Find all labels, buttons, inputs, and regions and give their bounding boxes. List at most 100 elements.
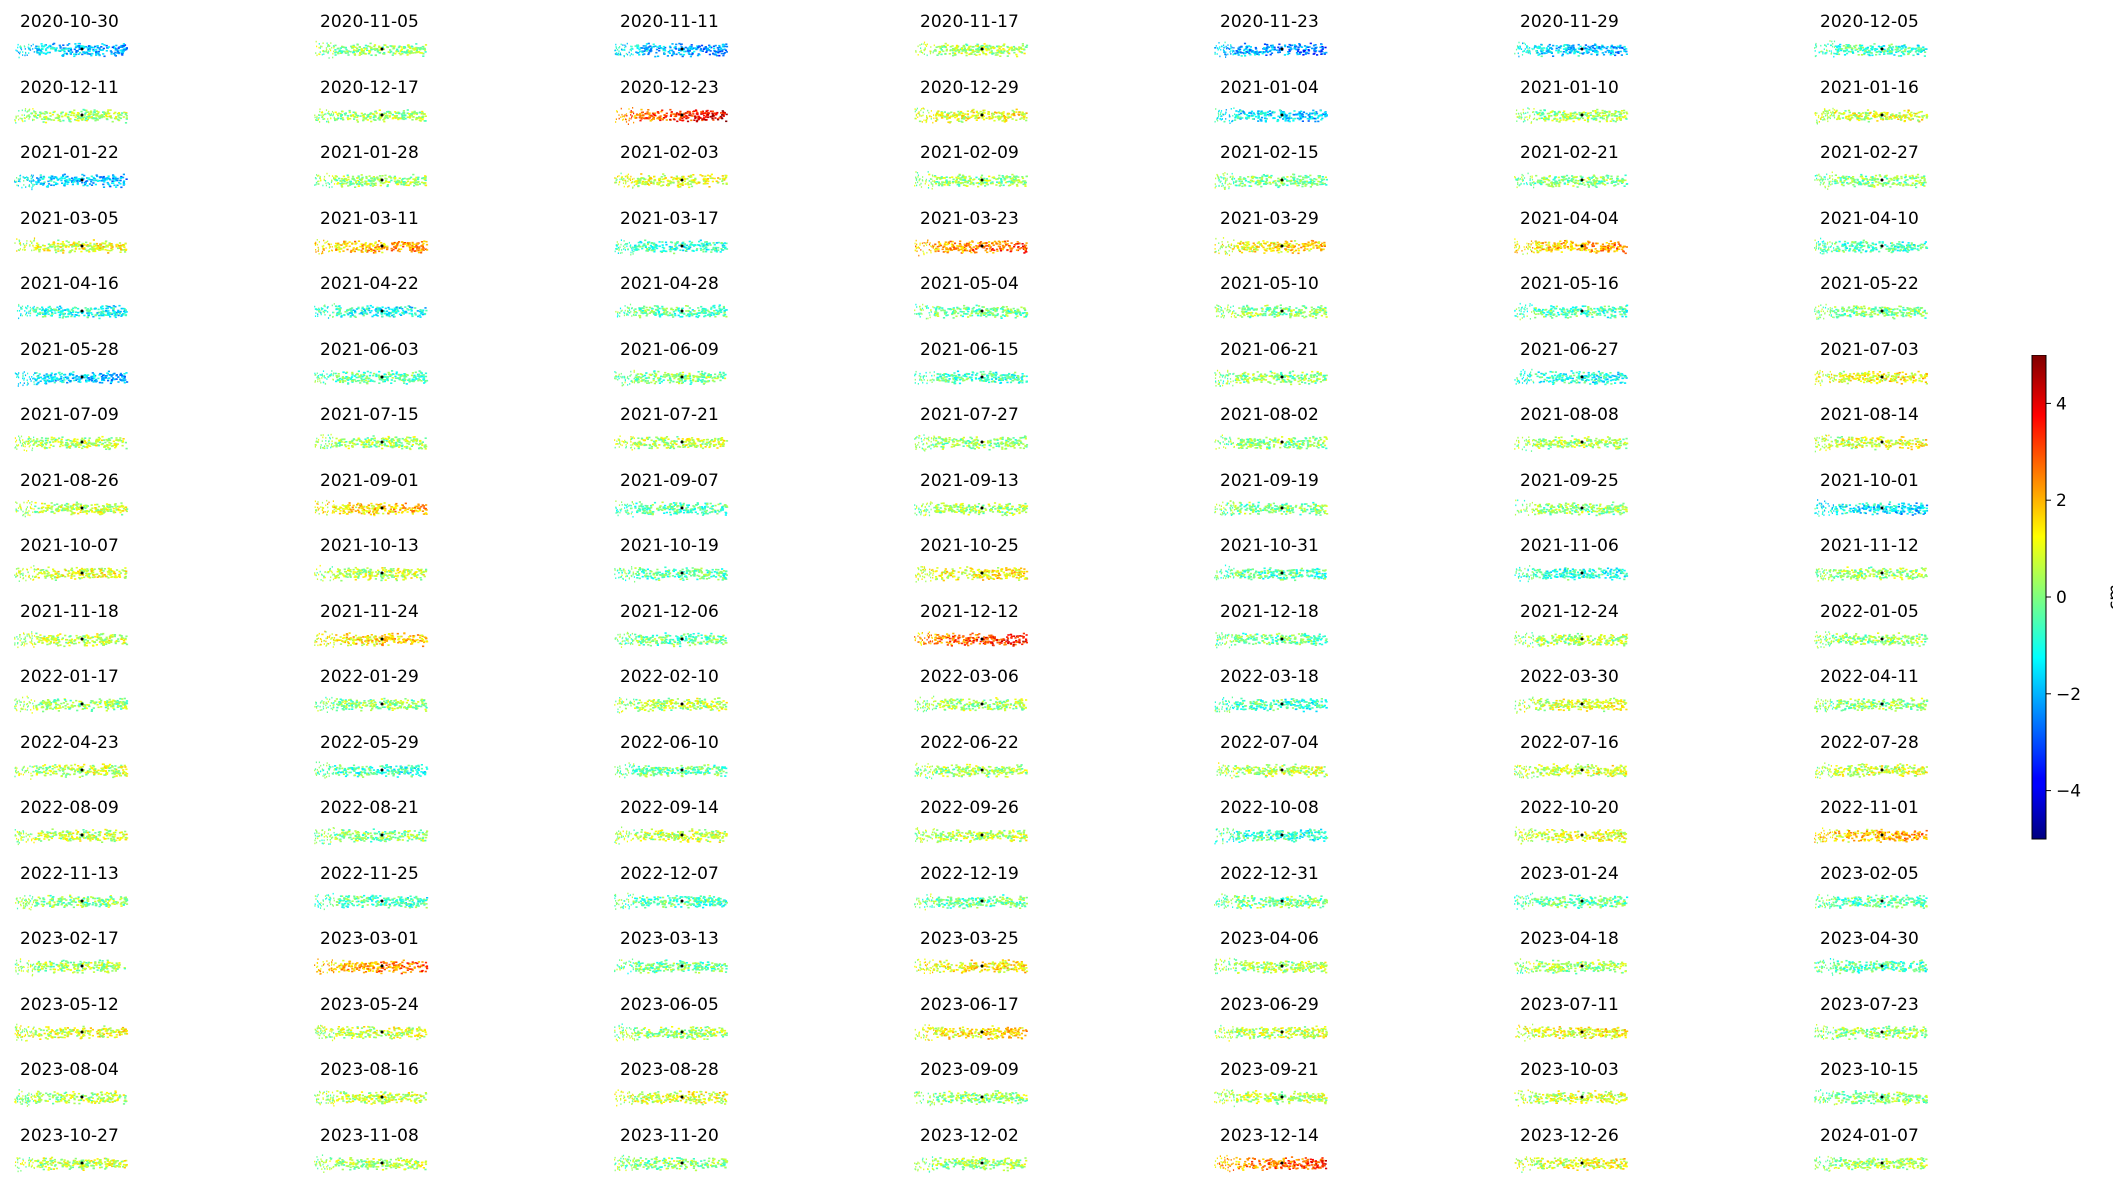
map-pixel xyxy=(343,50,346,53)
map-pixel xyxy=(1001,115,1004,117)
map-pixel xyxy=(373,45,376,48)
map-pixel xyxy=(979,179,982,182)
map-pixel xyxy=(1278,51,1281,53)
map-pixel xyxy=(951,113,955,116)
map-pixel xyxy=(1574,111,1577,113)
map-pixel xyxy=(1223,50,1225,52)
map-pixel xyxy=(918,120,921,122)
displacement-map xyxy=(1214,106,1328,124)
map-pixel xyxy=(961,115,964,118)
map-pixel xyxy=(1238,49,1241,52)
map-pixel xyxy=(975,115,978,117)
map-pixel xyxy=(1565,49,1568,52)
map-pixel xyxy=(1583,113,1586,115)
map-pixel xyxy=(1284,113,1287,115)
map-pixel xyxy=(54,116,57,119)
map-pixel xyxy=(121,51,124,53)
map-pixel xyxy=(1888,46,1891,49)
map-pixel xyxy=(1555,47,1558,50)
map-pixel xyxy=(1321,117,1324,119)
map-pixel xyxy=(917,181,919,184)
map-pixel xyxy=(322,117,324,120)
map-pixel xyxy=(1908,116,1911,119)
map-pixel xyxy=(103,181,106,183)
map-pixel xyxy=(15,49,17,52)
map-pixel xyxy=(326,42,328,45)
map-pixel xyxy=(417,178,420,181)
map-pixel xyxy=(1906,116,1909,118)
map-pixel xyxy=(349,180,352,183)
map-pixel xyxy=(1258,183,1261,186)
map-pixel xyxy=(981,182,985,185)
map-pixel xyxy=(648,116,652,118)
map-pixel xyxy=(348,111,351,113)
map-pixel xyxy=(423,178,426,181)
map-pixel xyxy=(684,46,687,49)
map-pixel xyxy=(966,182,969,184)
map-pixel xyxy=(28,109,30,112)
map-pixel xyxy=(936,111,939,114)
map-pixel xyxy=(28,113,30,116)
map-pixel xyxy=(77,45,80,47)
map-pixel xyxy=(317,183,319,185)
map-pixel xyxy=(1843,111,1846,114)
map-pixel xyxy=(961,116,964,119)
map-pixel xyxy=(381,175,384,177)
map-pixel xyxy=(100,49,103,51)
map-pixel xyxy=(1518,46,1520,48)
map-pixel xyxy=(415,176,418,179)
map-pixel xyxy=(97,114,100,117)
map-pixel xyxy=(424,44,428,46)
map-pixel xyxy=(122,182,125,184)
map-pixel xyxy=(1566,52,1569,55)
map-pixel xyxy=(335,175,338,178)
map-pixel xyxy=(975,118,978,121)
reference-point xyxy=(1280,113,1284,116)
map-pixel xyxy=(995,178,998,181)
map-pixel xyxy=(921,120,923,123)
map-pixel xyxy=(1869,45,1872,47)
map-pixel xyxy=(51,113,54,115)
map-pixel xyxy=(980,174,984,177)
map-pixel xyxy=(361,176,364,179)
map-pixel xyxy=(1573,52,1576,55)
reference-point xyxy=(1880,113,1884,116)
map-pixel xyxy=(26,115,28,118)
map-pixel xyxy=(120,175,123,178)
map-pixel xyxy=(21,113,23,116)
map-pixel xyxy=(638,182,641,184)
map-pixel xyxy=(100,116,104,118)
map-pixel xyxy=(1524,116,1526,118)
map-pixel xyxy=(1866,51,1869,53)
map-pixel xyxy=(325,112,327,115)
map-pixel xyxy=(675,175,678,178)
map-pixel xyxy=(693,50,696,53)
map-pixel xyxy=(957,175,960,178)
map-pixel xyxy=(625,112,628,115)
map-pixel xyxy=(706,109,709,111)
map-pixel xyxy=(1569,111,1572,114)
map-pixel xyxy=(361,177,364,180)
map-pixel xyxy=(1598,47,1601,50)
map-pixel xyxy=(1262,48,1265,50)
map-pixel xyxy=(1240,112,1243,114)
map-pixel xyxy=(122,181,125,183)
map-pixel xyxy=(1871,54,1874,57)
map-pixel xyxy=(72,112,75,114)
map-pixel xyxy=(1266,45,1269,48)
map-pixel xyxy=(943,115,946,117)
map-pixel xyxy=(1609,119,1612,122)
map-pixel xyxy=(92,50,95,52)
map-pixel xyxy=(95,48,98,51)
map-pixel xyxy=(368,51,371,54)
map-pixel xyxy=(1022,115,1025,118)
panel-title: 2021-01-28 xyxy=(320,145,419,162)
map-pixel xyxy=(407,51,410,53)
map-pixel xyxy=(681,55,684,58)
map-pixel xyxy=(1532,117,1535,120)
map-pixel xyxy=(394,116,397,119)
map-pixel xyxy=(945,49,948,52)
map-pixel xyxy=(1018,180,1021,183)
map-pixel xyxy=(648,111,651,114)
map-pixel xyxy=(1596,51,1599,53)
